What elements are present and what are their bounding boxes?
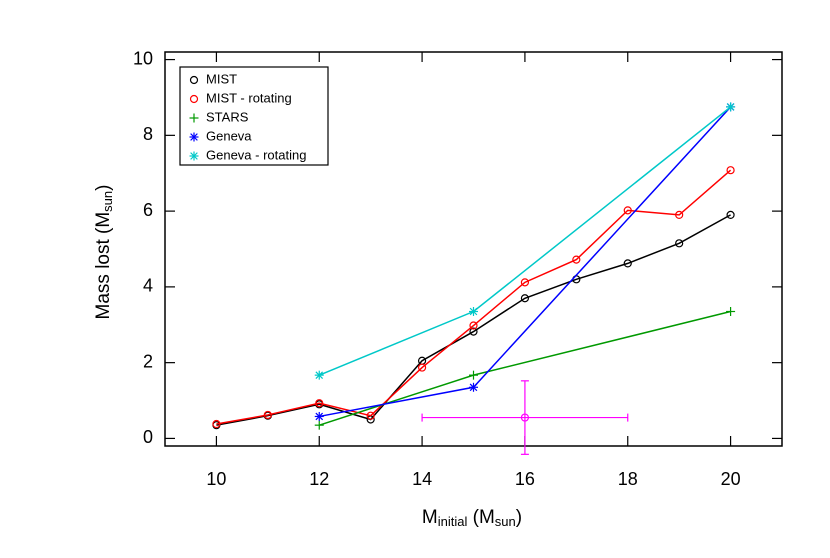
marker xyxy=(675,210,684,220)
x-axis-label-part: sun xyxy=(495,514,516,529)
legend-label: MIST - rotating xyxy=(206,90,292,105)
x-axis-label-part: initial xyxy=(438,514,468,529)
point xyxy=(520,294,530,303)
marker xyxy=(520,294,530,303)
x-tick-label: 14 xyxy=(412,469,432,489)
y-axis-label-part: Mass lost (M xyxy=(93,212,114,320)
marker xyxy=(675,239,684,248)
y-tick-label: 0 xyxy=(143,427,153,447)
marker xyxy=(417,363,427,372)
point xyxy=(675,239,684,248)
legend-label: STARS xyxy=(206,109,249,124)
legend-label: Geneva - rotating xyxy=(206,147,306,162)
marker xyxy=(212,419,221,429)
legend-box xyxy=(179,66,329,166)
y-tick-label: 2 xyxy=(143,351,153,371)
y-tick-label: 10 xyxy=(133,48,153,68)
y-tick-label: 4 xyxy=(143,276,153,296)
marker xyxy=(263,410,272,420)
marker xyxy=(189,75,199,85)
marker xyxy=(469,383,478,392)
marker xyxy=(623,206,632,215)
point xyxy=(726,102,736,112)
y-axis-label-part: sun xyxy=(100,191,115,212)
point xyxy=(189,113,199,123)
point xyxy=(623,259,632,268)
legend-label: MIST xyxy=(206,71,237,86)
marker xyxy=(726,210,735,220)
legend-label: Geneva xyxy=(206,128,252,143)
x-tick-label: 10 xyxy=(206,469,226,489)
point xyxy=(314,370,324,380)
point xyxy=(417,363,427,372)
point xyxy=(189,151,199,161)
marker xyxy=(469,307,478,316)
point xyxy=(469,321,478,330)
point xyxy=(469,370,478,380)
marker xyxy=(469,321,478,330)
marker xyxy=(189,94,199,104)
marker xyxy=(623,259,632,268)
x-axis-label-part: (M xyxy=(467,507,494,528)
marker xyxy=(520,278,530,287)
marker xyxy=(469,327,478,336)
x-tick-label: 20 xyxy=(721,469,741,489)
point xyxy=(469,382,478,392)
point xyxy=(726,166,735,175)
point xyxy=(469,327,478,336)
point xyxy=(675,210,684,220)
x-tick-label: 18 xyxy=(618,469,638,489)
series-line xyxy=(216,214,731,426)
point xyxy=(189,75,199,85)
y-axis-label: Mass lost (Msun) xyxy=(93,185,115,320)
point xyxy=(315,399,324,408)
marker xyxy=(190,133,198,141)
y-tick-label: 8 xyxy=(143,124,153,144)
x-tick-label: 12 xyxy=(309,469,329,489)
marker xyxy=(726,166,735,175)
point xyxy=(520,278,530,287)
marker xyxy=(366,411,375,420)
plot-frame xyxy=(164,51,783,447)
y-axis-label-part: ) xyxy=(93,185,114,191)
point xyxy=(366,411,375,420)
x-axis-label: Minitial (Msun) xyxy=(422,507,522,529)
series-line xyxy=(216,169,732,425)
marker xyxy=(315,412,324,421)
series-line xyxy=(318,106,732,376)
marker xyxy=(572,255,581,264)
point xyxy=(314,420,324,430)
point xyxy=(726,307,736,317)
point xyxy=(263,410,272,420)
x-axis-label-part: ) xyxy=(516,507,522,528)
point xyxy=(623,206,632,215)
point xyxy=(212,419,221,429)
y-tick-label: 6 xyxy=(143,200,153,220)
marker xyxy=(190,152,198,160)
marker xyxy=(315,371,324,379)
series-line xyxy=(319,106,732,418)
marker xyxy=(726,103,735,111)
point xyxy=(189,94,199,104)
point xyxy=(726,210,735,220)
point xyxy=(189,132,199,142)
x-tick-label: 16 xyxy=(515,469,535,489)
error-point xyxy=(520,413,530,422)
point xyxy=(469,307,478,317)
point xyxy=(314,411,324,421)
marker xyxy=(315,399,324,408)
point xyxy=(572,255,581,264)
x-axis-label-part: M xyxy=(422,507,438,528)
